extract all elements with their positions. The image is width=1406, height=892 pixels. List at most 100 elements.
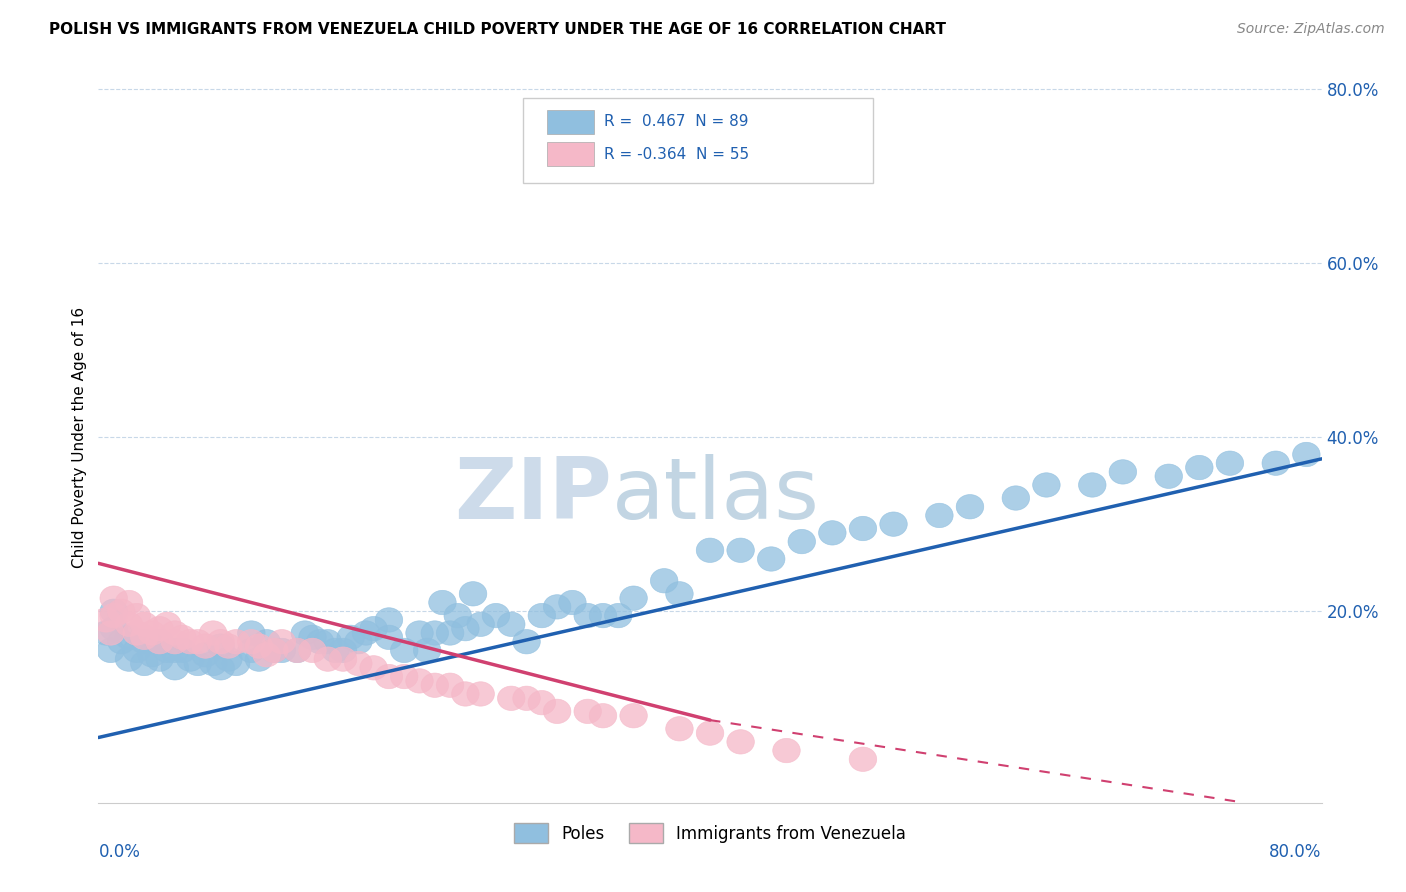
Ellipse shape xyxy=(122,621,150,645)
Y-axis label: Child Poverty Under the Age of 16: Child Poverty Under the Age of 16 xyxy=(72,307,87,567)
Ellipse shape xyxy=(176,647,204,672)
Ellipse shape xyxy=(222,651,250,675)
Ellipse shape xyxy=(307,630,333,654)
Ellipse shape xyxy=(260,639,288,663)
Ellipse shape xyxy=(222,630,250,654)
Ellipse shape xyxy=(191,634,219,658)
Ellipse shape xyxy=(1323,438,1351,462)
Ellipse shape xyxy=(727,538,755,563)
Text: Source: ZipAtlas.com: Source: ZipAtlas.com xyxy=(1237,22,1385,37)
Ellipse shape xyxy=(429,591,456,615)
Ellipse shape xyxy=(253,630,280,654)
Ellipse shape xyxy=(665,582,693,606)
Ellipse shape xyxy=(482,603,510,628)
Ellipse shape xyxy=(291,621,319,645)
Ellipse shape xyxy=(360,616,388,640)
Ellipse shape xyxy=(391,665,418,689)
FancyBboxPatch shape xyxy=(523,98,873,183)
Ellipse shape xyxy=(115,625,143,649)
Ellipse shape xyxy=(849,747,877,772)
Ellipse shape xyxy=(543,595,571,619)
Ellipse shape xyxy=(498,686,524,711)
Ellipse shape xyxy=(169,639,197,663)
Ellipse shape xyxy=(184,630,211,654)
Ellipse shape xyxy=(543,699,571,723)
Ellipse shape xyxy=(314,647,342,672)
Ellipse shape xyxy=(1154,464,1182,489)
Ellipse shape xyxy=(169,625,197,649)
Ellipse shape xyxy=(329,639,357,663)
Ellipse shape xyxy=(238,639,266,663)
Ellipse shape xyxy=(1002,486,1029,510)
FancyBboxPatch shape xyxy=(547,110,593,134)
Ellipse shape xyxy=(467,612,495,637)
Ellipse shape xyxy=(207,630,235,654)
Ellipse shape xyxy=(146,630,173,654)
Ellipse shape xyxy=(605,603,633,628)
Ellipse shape xyxy=(353,621,380,645)
Ellipse shape xyxy=(284,639,311,663)
Text: ZIP: ZIP xyxy=(454,454,612,537)
Ellipse shape xyxy=(298,639,326,663)
Ellipse shape xyxy=(1354,420,1381,445)
Ellipse shape xyxy=(460,582,486,606)
Ellipse shape xyxy=(200,621,226,645)
Ellipse shape xyxy=(207,656,235,680)
Ellipse shape xyxy=(284,639,311,663)
Ellipse shape xyxy=(589,704,617,728)
Ellipse shape xyxy=(322,639,349,663)
Ellipse shape xyxy=(818,521,846,545)
Ellipse shape xyxy=(1216,451,1244,475)
Text: R = -0.364  N = 55: R = -0.364 N = 55 xyxy=(603,146,749,161)
Ellipse shape xyxy=(513,686,540,711)
Ellipse shape xyxy=(436,621,464,645)
Ellipse shape xyxy=(406,621,433,645)
Ellipse shape xyxy=(849,516,877,541)
Ellipse shape xyxy=(391,639,418,663)
FancyBboxPatch shape xyxy=(547,143,593,166)
Legend: Poles, Immigrants from Venezuela: Poles, Immigrants from Venezuela xyxy=(508,817,912,849)
Ellipse shape xyxy=(665,716,693,741)
Ellipse shape xyxy=(314,630,342,654)
Ellipse shape xyxy=(146,616,173,640)
Ellipse shape xyxy=(1385,442,1406,467)
Ellipse shape xyxy=(97,621,124,645)
Text: atlas: atlas xyxy=(612,454,820,537)
Ellipse shape xyxy=(651,568,678,593)
Ellipse shape xyxy=(191,642,219,667)
Ellipse shape xyxy=(253,642,280,667)
Ellipse shape xyxy=(100,603,128,628)
Ellipse shape xyxy=(162,639,188,663)
Ellipse shape xyxy=(1032,473,1060,497)
Ellipse shape xyxy=(1109,459,1136,484)
Ellipse shape xyxy=(97,639,124,663)
Ellipse shape xyxy=(375,665,402,689)
Ellipse shape xyxy=(184,651,211,675)
Ellipse shape xyxy=(451,681,479,706)
Ellipse shape xyxy=(513,630,540,654)
Ellipse shape xyxy=(420,673,449,698)
Ellipse shape xyxy=(122,639,150,663)
Ellipse shape xyxy=(925,503,953,528)
Ellipse shape xyxy=(467,681,495,706)
Ellipse shape xyxy=(269,630,295,654)
Ellipse shape xyxy=(93,607,120,632)
Ellipse shape xyxy=(238,630,266,654)
Ellipse shape xyxy=(1263,451,1289,475)
Ellipse shape xyxy=(298,625,326,649)
Ellipse shape xyxy=(773,739,800,763)
Ellipse shape xyxy=(93,621,120,645)
Ellipse shape xyxy=(436,673,464,698)
Ellipse shape xyxy=(131,612,157,637)
Ellipse shape xyxy=(245,634,273,658)
Ellipse shape xyxy=(1078,473,1107,497)
Ellipse shape xyxy=(131,651,157,675)
Ellipse shape xyxy=(146,647,173,672)
Ellipse shape xyxy=(620,586,647,610)
Ellipse shape xyxy=(162,656,188,680)
Ellipse shape xyxy=(153,612,181,637)
Ellipse shape xyxy=(956,494,984,519)
Ellipse shape xyxy=(444,603,471,628)
Text: R =  0.467  N = 89: R = 0.467 N = 89 xyxy=(603,114,748,129)
Ellipse shape xyxy=(558,591,586,615)
